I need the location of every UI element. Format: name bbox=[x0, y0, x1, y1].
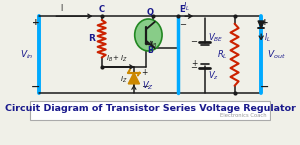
Text: −: − bbox=[179, 20, 186, 29]
Text: −: − bbox=[260, 82, 269, 92]
Text: B: B bbox=[147, 46, 152, 55]
Text: C: C bbox=[99, 5, 105, 14]
FancyBboxPatch shape bbox=[30, 101, 270, 120]
Text: −: − bbox=[190, 63, 197, 72]
Text: $R_L$: $R_L$ bbox=[217, 48, 227, 61]
Text: Electronics Coach: Electronics Coach bbox=[220, 113, 267, 118]
Text: $I_B + I_Z$: $I_B + I_Z$ bbox=[106, 54, 128, 64]
Text: R: R bbox=[88, 34, 95, 43]
Text: Circuit Diagram of Transistor Series Voltage Regulator: Circuit Diagram of Transistor Series Vol… bbox=[4, 104, 296, 113]
Text: $I_B$: $I_B$ bbox=[150, 40, 157, 50]
Text: $I_L$: $I_L$ bbox=[183, 1, 190, 13]
Text: $I_L$: $I_L$ bbox=[264, 32, 271, 44]
Text: $V_{in}$: $V_{in}$ bbox=[20, 48, 33, 61]
Text: +: + bbox=[141, 68, 148, 77]
Text: $V_Z$: $V_Z$ bbox=[142, 79, 154, 92]
Text: −: − bbox=[31, 82, 40, 92]
Text: +: + bbox=[191, 59, 197, 68]
Text: E: E bbox=[179, 5, 184, 14]
Text: −: − bbox=[190, 37, 197, 46]
Polygon shape bbox=[258, 21, 264, 28]
Text: I: I bbox=[60, 4, 62, 13]
Text: $V_z$: $V_z$ bbox=[208, 69, 219, 82]
Text: $V_{BE}$: $V_{BE}$ bbox=[208, 32, 224, 44]
Polygon shape bbox=[128, 73, 140, 84]
Text: +: + bbox=[261, 18, 268, 27]
Text: $V_{out}$: $V_{out}$ bbox=[267, 48, 286, 61]
Text: +: + bbox=[32, 18, 39, 27]
Text: −: − bbox=[141, 81, 148, 90]
Text: $I_Z$: $I_Z$ bbox=[120, 75, 127, 85]
Circle shape bbox=[135, 19, 162, 51]
Text: Q: Q bbox=[146, 8, 154, 17]
